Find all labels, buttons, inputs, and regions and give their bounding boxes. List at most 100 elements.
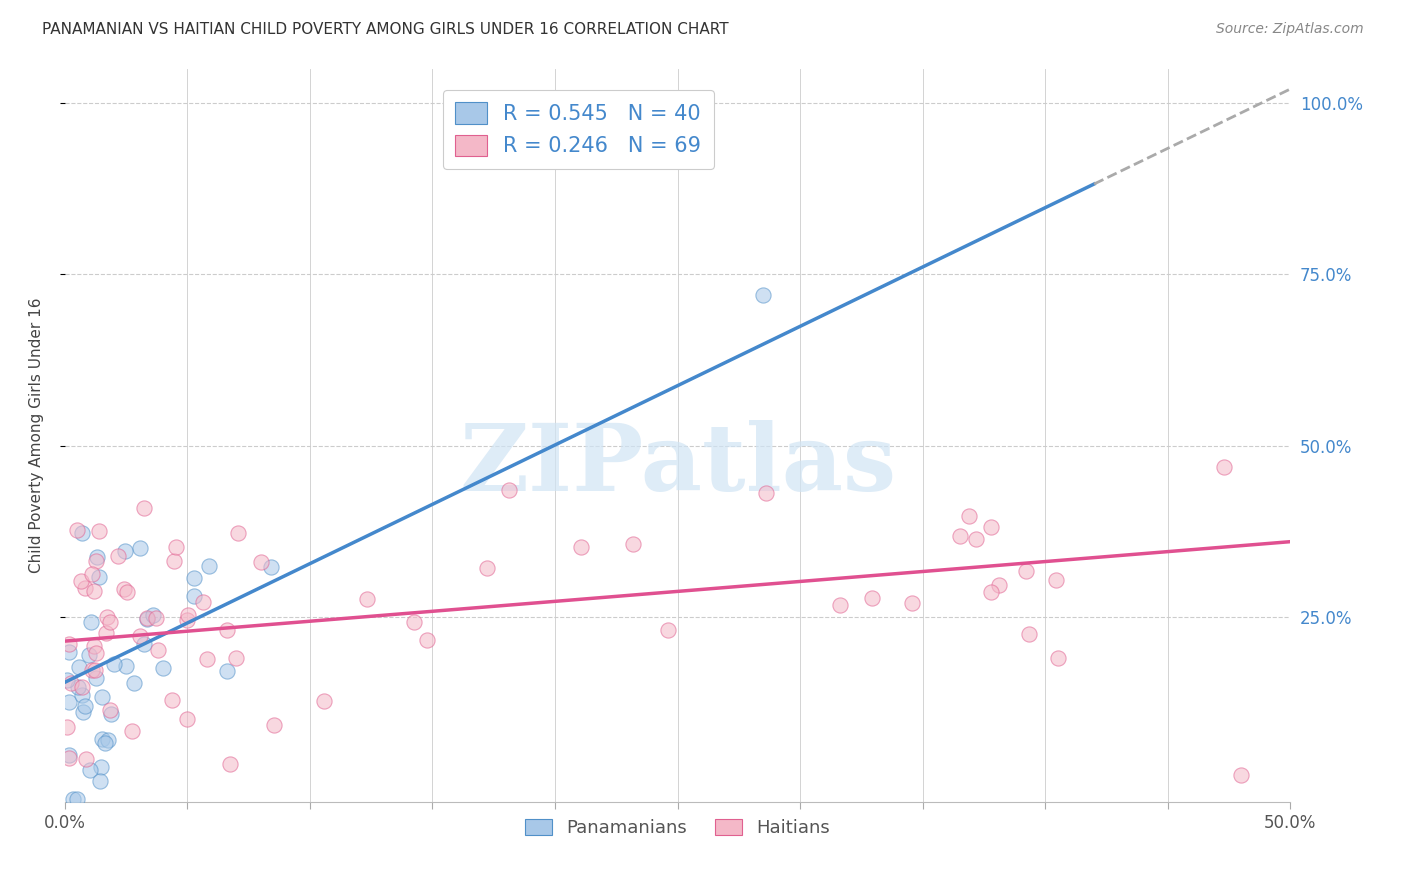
Point [1230, 768, 1253, 782]
Point [100, 707, 122, 722]
Point [217, 623, 239, 637]
Point [957, 509, 980, 524]
Point [84, 671, 107, 685]
Point [402, 615, 425, 629]
Point [191, 595, 214, 609]
Point [621, 537, 644, 551]
Point [415, 632, 437, 647]
Point [225, 651, 247, 665]
Point [75, 752, 97, 766]
Point [183, 571, 205, 585]
Point [62, 792, 84, 806]
Point [259, 559, 281, 574]
Point [163, 554, 186, 568]
Point [66, 680, 89, 694]
Point [75, 699, 97, 714]
Point [755, 486, 778, 500]
Point [988, 578, 1011, 592]
Point [58, 751, 80, 765]
Point [132, 501, 155, 516]
Point [142, 608, 165, 623]
Point [79, 763, 101, 777]
Point [314, 694, 336, 708]
Point [176, 613, 198, 627]
Point [67, 660, 90, 674]
Point [80, 663, 103, 677]
Point [1212, 459, 1234, 474]
Point [752, 288, 775, 302]
Point [176, 608, 198, 623]
Point [569, 540, 592, 554]
Point [1018, 627, 1040, 641]
Point [94, 736, 117, 750]
Point [89, 774, 111, 789]
Point [83, 640, 105, 654]
Point [69, 574, 91, 589]
Point [901, 596, 924, 610]
Point [197, 651, 219, 665]
Text: Source: ZipAtlas.com: Source: ZipAtlas.com [1216, 22, 1364, 37]
Point [263, 718, 285, 732]
Point [84, 646, 107, 660]
Text: ZIPatlas: ZIPatlas [458, 420, 896, 509]
Point [91, 690, 114, 704]
Point [215, 665, 238, 679]
Point [60, 675, 83, 690]
Point [112, 582, 135, 596]
Point [980, 585, 1002, 599]
Point [103, 657, 125, 672]
Point [79, 648, 101, 662]
Point [176, 712, 198, 726]
Point [949, 528, 972, 542]
Point [1046, 651, 1069, 665]
Point [862, 591, 884, 606]
Point [58, 747, 80, 762]
Point [84, 664, 107, 678]
Point [70, 688, 93, 702]
Point [121, 723, 143, 738]
Point [66, 523, 89, 537]
Point [72, 705, 94, 719]
Point [58, 695, 80, 709]
Point [66, 792, 89, 806]
Point [980, 519, 1002, 533]
Point [219, 756, 242, 771]
Point [107, 549, 129, 563]
Text: PANAMANIAN VS HAITIAN CHILD POVERTY AMONG GIRLS UNDER 16 CORRELATION CHART: PANAMANIAN VS HAITIAN CHILD POVERTY AMON… [42, 22, 728, 37]
Point [1015, 564, 1038, 578]
Point [198, 558, 221, 573]
Point [165, 540, 187, 554]
Point [83, 584, 105, 599]
Point [115, 659, 138, 673]
Point [73, 582, 96, 596]
Point [128, 541, 150, 556]
Y-axis label: Child Poverty Among Girls Under 16: Child Poverty Among Girls Under 16 [30, 298, 44, 574]
Point [56, 673, 79, 687]
Point [160, 693, 183, 707]
Point [965, 532, 987, 546]
Point [90, 760, 112, 774]
Point [148, 642, 170, 657]
Point [657, 624, 679, 638]
Point [183, 589, 205, 603]
Point [96, 626, 118, 640]
Point [97, 732, 120, 747]
Point [98, 703, 121, 717]
Point [70, 680, 93, 694]
Point [135, 612, 157, 626]
Point [56, 720, 79, 734]
Point [828, 598, 851, 612]
Point [72, 526, 94, 541]
Point [58, 645, 80, 659]
Point [80, 566, 103, 581]
Point [96, 610, 118, 624]
Point [145, 611, 167, 625]
Point [250, 555, 273, 569]
Point [87, 570, 110, 584]
Point [114, 543, 136, 558]
Point [135, 610, 157, 624]
Point [98, 615, 121, 630]
Point [80, 615, 103, 630]
Point [87, 524, 110, 538]
Point [91, 732, 114, 747]
